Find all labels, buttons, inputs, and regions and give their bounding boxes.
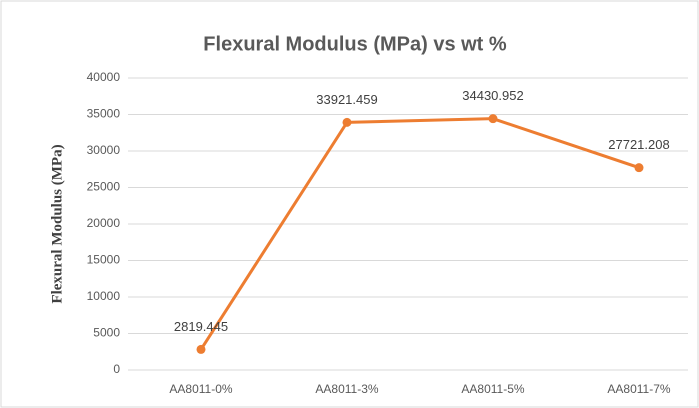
x-tick-label: AA8011-5%: [461, 382, 524, 396]
data-label: 2819.445: [174, 319, 228, 334]
y-tick-label: 5000: [93, 326, 120, 340]
marker: [634, 163, 644, 173]
marker: [196, 344, 206, 354]
y-tick-label: 25000: [87, 180, 121, 194]
y-tick-label: 0: [113, 362, 120, 376]
y-tick-label: 40000: [87, 70, 121, 84]
x-tick-label: AA8011-3%: [315, 382, 378, 396]
y-axis-label: Flexural Modulus (MPa): [49, 144, 65, 303]
y-tick-label: 30000: [87, 143, 121, 157]
data-label: 34430.952: [462, 88, 523, 103]
chart-title: Flexural Modulus (MPa) vs wt %: [203, 33, 507, 55]
y-tick-label: 15000: [87, 253, 121, 267]
y-tick-label: 10000: [87, 289, 121, 303]
y-tick-label: 20000: [87, 216, 121, 230]
data-label: 27721.208: [608, 137, 669, 152]
marker: [488, 114, 498, 124]
x-tick-label: AA8011-7%: [607, 382, 670, 396]
data-label: 33921.459: [316, 92, 377, 107]
marker: [342, 117, 352, 127]
x-tick-label: AA8011-0%: [169, 382, 232, 396]
line: [199, 117, 640, 351]
y-tick-label: 35000: [87, 107, 121, 121]
